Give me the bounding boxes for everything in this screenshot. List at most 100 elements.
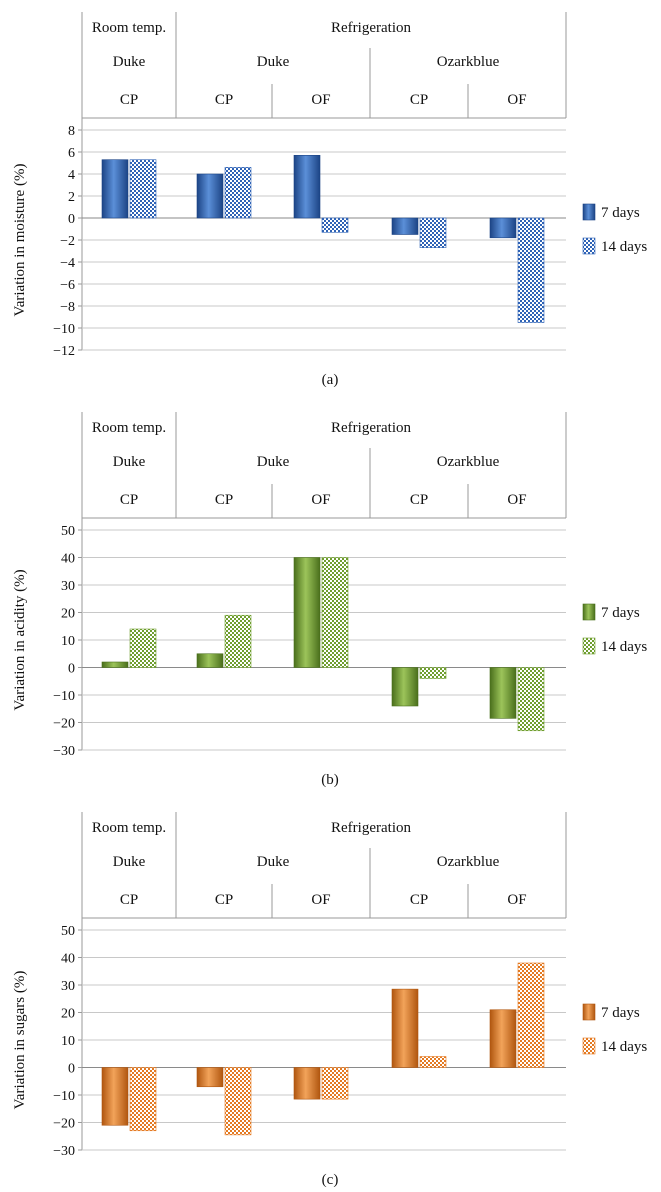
y-tick-label: −12 bbox=[53, 344, 75, 359]
bar-14-days-1 bbox=[224, 1067, 252, 1136]
y-tick-label: 40 bbox=[61, 952, 75, 967]
bar-7-days-1 bbox=[196, 173, 224, 219]
header-cultivar-label: Ozarkblue bbox=[437, 454, 500, 470]
header-treatment-label: CP bbox=[215, 92, 233, 108]
y-tick-label: 10 bbox=[61, 1034, 75, 1049]
y-tick-label: −10 bbox=[53, 1089, 75, 1104]
bar-7-days-4 bbox=[489, 667, 517, 719]
y-tick-label: 20 bbox=[61, 607, 75, 622]
bar-7-days-1 bbox=[196, 1067, 224, 1088]
bar-14-days-2 bbox=[321, 1067, 349, 1100]
legend-swatch-7-days bbox=[582, 1003, 596, 1021]
legend-label: 14 days bbox=[601, 239, 647, 255]
header-cultivar-label: Duke bbox=[257, 854, 290, 870]
legend-swatch-14-days bbox=[582, 237, 596, 255]
header-storage-label: Refrigeration bbox=[331, 20, 411, 36]
y-axis-label: Variation in acidity (%) bbox=[12, 569, 28, 710]
y-tick-label: −20 bbox=[53, 717, 75, 732]
y-tick-label: −20 bbox=[53, 1117, 75, 1132]
y-tick-label: 30 bbox=[61, 979, 75, 994]
bar-7-days-0 bbox=[101, 661, 129, 668]
legend-label: 14 days bbox=[601, 1039, 647, 1055]
bar-7-days-4 bbox=[489, 217, 517, 239]
legend-label: 7 days bbox=[601, 605, 640, 621]
legend-label: 7 days bbox=[601, 1005, 640, 1021]
figure-caption: (c) bbox=[322, 1172, 339, 1188]
bar-14-days-4 bbox=[517, 962, 545, 1068]
y-tick-label: 4 bbox=[68, 168, 75, 183]
y-tick-label: 50 bbox=[61, 524, 75, 539]
y-tick-label: −30 bbox=[53, 1144, 75, 1159]
bar-7-days-2 bbox=[293, 155, 321, 219]
header-storage-label: Room temp. bbox=[92, 420, 166, 436]
y-tick-label: 0 bbox=[68, 1062, 75, 1077]
header-treatment-label: CP bbox=[410, 92, 428, 108]
bar-7-days-3 bbox=[391, 217, 419, 235]
header-treatment-label: OF bbox=[507, 492, 526, 508]
header-storage-label: Room temp. bbox=[92, 820, 166, 836]
y-tick-label: 2 bbox=[68, 190, 75, 205]
y-tick-label: −10 bbox=[53, 322, 75, 337]
bar-14-days-3 bbox=[419, 217, 447, 249]
bar-14-days-0 bbox=[129, 1067, 157, 1132]
header-cultivar-label: Duke bbox=[113, 54, 146, 70]
y-tick-label: −30 bbox=[53, 744, 75, 759]
y-tick-label: −2 bbox=[60, 234, 75, 249]
bar-14-days-0 bbox=[129, 159, 157, 219]
bar-14-days-2 bbox=[321, 557, 349, 668]
header-storage-label: Refrigeration bbox=[331, 420, 411, 436]
y-axis-label: Variation in sugars (%) bbox=[12, 971, 28, 1110]
bar-7-days-3 bbox=[391, 667, 419, 707]
header-treatment-label: CP bbox=[410, 892, 428, 908]
header-storage-label: Refrigeration bbox=[331, 820, 411, 836]
legend-swatch-14-days bbox=[582, 637, 596, 655]
bar-14-days-4 bbox=[517, 667, 545, 732]
legend-swatch-7-days bbox=[582, 603, 596, 621]
header-treatment-label: CP bbox=[120, 892, 138, 908]
bar-14-days-0 bbox=[129, 628, 157, 668]
header-treatment-label: CP bbox=[215, 492, 233, 508]
y-tick-label: 40 bbox=[61, 552, 75, 567]
y-axis-label: Variation in moisture (%) bbox=[12, 164, 28, 317]
header-treatment-label: OF bbox=[311, 492, 330, 508]
y-tick-label: −4 bbox=[60, 256, 75, 271]
y-tick-label: 0 bbox=[68, 212, 75, 227]
header-cultivar-label: Ozarkblue bbox=[437, 54, 500, 70]
bar-14-days-1 bbox=[224, 167, 252, 219]
y-tick-label: 10 bbox=[61, 634, 75, 649]
header-treatment-label: OF bbox=[507, 892, 526, 908]
legend-label: 7 days bbox=[601, 205, 640, 221]
legend-swatch-14-days bbox=[582, 1037, 596, 1055]
header-treatment-label: OF bbox=[507, 92, 526, 108]
bar-14-days-3 bbox=[419, 1056, 447, 1068]
header-treatment-label: CP bbox=[120, 492, 138, 508]
y-tick-label: 8 bbox=[68, 124, 75, 139]
y-tick-label: −10 bbox=[53, 689, 75, 704]
header-cultivar-label: Ozarkblue bbox=[437, 854, 500, 870]
figure-caption: (b) bbox=[321, 772, 339, 788]
bar-7-days-2 bbox=[293, 557, 321, 668]
bar-7-days-1 bbox=[196, 653, 224, 668]
header-cultivar-label: Duke bbox=[113, 454, 146, 470]
chart-panel-c: Room temp. Refrigeration Duke Duke Ozarkblue… bbox=[12, 812, 647, 1188]
bar-7-days-3 bbox=[391, 988, 419, 1068]
header-treatment-label: CP bbox=[215, 892, 233, 908]
header-cultivar-label: Duke bbox=[257, 54, 290, 70]
chart-panel-b: Room temp. Refrigeration Duke Duke Ozarkblue… bbox=[12, 412, 647, 788]
chart-panel-a: Room temp. Refrigeration Duke Duke Ozarkblue… bbox=[12, 12, 647, 388]
bar-7-days-0 bbox=[101, 159, 129, 219]
header-treatment-label: OF bbox=[311, 92, 330, 108]
bar-14-days-3 bbox=[419, 667, 447, 679]
bar-7-days-4 bbox=[489, 1009, 517, 1068]
y-tick-label: 0 bbox=[68, 662, 75, 677]
header-cultivar-label: Duke bbox=[257, 454, 290, 470]
bar-7-days-0 bbox=[101, 1067, 129, 1126]
figure-caption: (a) bbox=[322, 372, 339, 388]
y-tick-label: 20 bbox=[61, 1007, 75, 1022]
bar-14-days-4 bbox=[517, 217, 545, 323]
bar-14-days-2 bbox=[321, 217, 349, 233]
legend-label: 14 days bbox=[601, 639, 647, 655]
legend-swatch-7-days bbox=[582, 203, 596, 221]
y-tick-label: 50 bbox=[61, 924, 75, 939]
bar-14-days-1 bbox=[224, 614, 252, 668]
